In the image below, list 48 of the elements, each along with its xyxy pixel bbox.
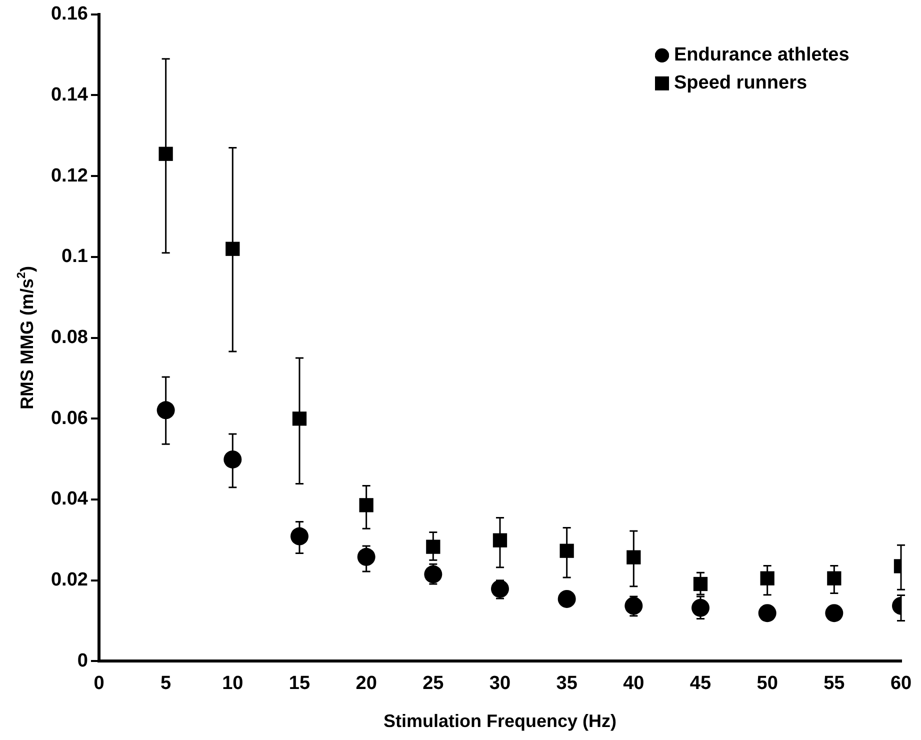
x-tick-label: 5 — [160, 672, 172, 694]
point — [224, 450, 242, 468]
point — [827, 571, 842, 586]
point — [290, 527, 308, 546]
point — [691, 598, 710, 617]
point — [626, 550, 641, 564]
point — [359, 498, 374, 512]
y-tick-label: 0.16 — [50, 4, 88, 25]
point — [490, 580, 509, 598]
point — [558, 590, 576, 608]
y-tick-label: 0.04 — [50, 488, 88, 510]
y-tick-label: 0.12 — [50, 165, 88, 186]
x-tick-label: 40 — [623, 672, 644, 694]
x-tick-label: 30 — [489, 672, 511, 694]
x-tick-label: 20 — [356, 672, 377, 694]
x-tick-label: 10 — [222, 672, 244, 694]
point — [292, 412, 307, 426]
y-axis-title: RMS MMG (m/s2) — [14, 266, 37, 410]
y-tick-label: 0.14 — [50, 84, 88, 106]
y-tick-label: 0.08 — [50, 327, 88, 348]
point — [760, 571, 774, 586]
point — [825, 604, 844, 622]
point — [693, 576, 708, 592]
point — [492, 533, 508, 548]
point — [357, 548, 376, 566]
point — [226, 242, 240, 256]
point — [424, 565, 442, 584]
x-axis-title: Stimulation Frequency (Hz) — [383, 710, 617, 731]
point — [426, 540, 440, 554]
y-tick-label: 0.06 — [50, 408, 88, 429]
x-tick-label: 15 — [288, 672, 310, 694]
x-tick-label: 60 — [890, 672, 912, 694]
x-tick-label: 25 — [422, 672, 444, 694]
y-tick-label: 0 — [77, 650, 88, 672]
legend-label: Endurance athletes — [674, 44, 850, 66]
x-tick-label: 55 — [824, 672, 846, 694]
point — [758, 604, 776, 622]
point — [624, 596, 643, 615]
y-tick-label: 0.1 — [62, 246, 88, 268]
point — [560, 544, 574, 558]
point — [158, 146, 173, 161]
x-tick-label: 45 — [690, 672, 712, 694]
y-tick-label: 0.02 — [50, 570, 88, 591]
legend-label: Speed runners — [674, 72, 808, 94]
x-tick-label: 35 — [556, 672, 578, 694]
point — [156, 401, 175, 420]
x-tick-label: 0 — [94, 672, 104, 694]
x-tick-label: 50 — [756, 672, 778, 694]
